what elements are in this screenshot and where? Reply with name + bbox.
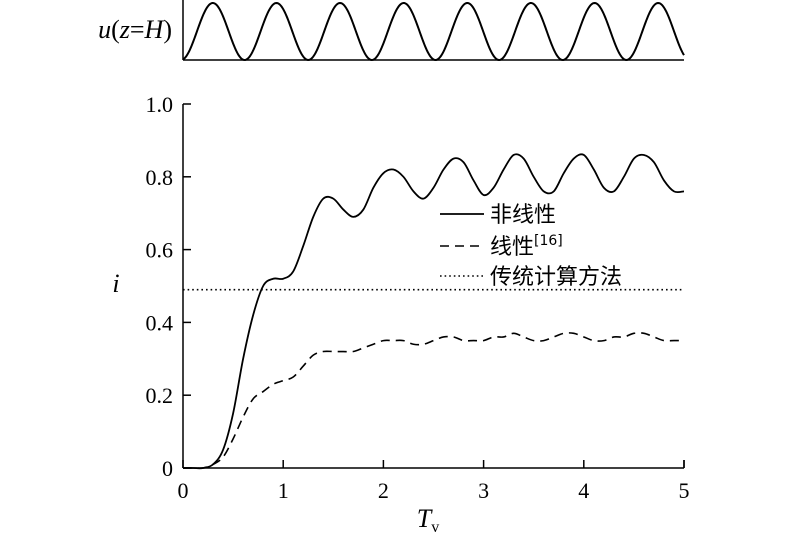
x-tick-label: 0 [178,478,189,503]
legend-label-nonlinear: 非线性 [490,203,556,228]
series-linear-line [183,332,684,470]
legend-label-linear-text: 线性 [490,235,534,260]
top-ylabel-text: u(z=H) [98,15,172,44]
legend-label-linear-ref: [16] [534,233,563,249]
top-ylabel-paren-close: ) [163,15,172,44]
y-tick-label: 0 [162,456,173,481]
y-tick-label: 0.8 [146,165,174,190]
legend-label-traditional: 传统计算方法 [490,265,622,290]
x-ticks: 0 1 2 3 4 5 [178,460,690,503]
top-panel: u(z=H) [98,0,685,62]
x-tick-label: 5 [679,478,690,503]
top-ylabel: u(z=H) [98,15,172,44]
x-tick-label: 3 [478,478,489,503]
main-ylabel: i [112,269,119,298]
y-tick-label: 0.6 [146,238,174,263]
top-ylabel-h: H [144,15,165,44]
top-ylabel-paren-open: ( [111,15,120,44]
y-tick-label: 0.4 [146,310,174,335]
x-tick-label: 2 [378,478,389,503]
top-ylabel-z: z [119,15,130,44]
x-tick-label: 1 [278,478,289,503]
x-tick-label: 4 [578,478,589,503]
main-xlabel-main: T [417,504,433,533]
y-tick-label: 0.2 [146,383,174,408]
y-tick-label: 1.0 [146,92,174,117]
y-ticks: 0 0.2 0.4 0.6 0.8 1.0 [146,92,191,481]
top-ylabel-eq: = [130,15,145,44]
legend: 非线性 线性[16] 传统计算方法 [440,203,622,290]
main-xlabel: Tv [417,504,439,536]
top-wave-line [182,1,685,62]
series-nonlinear-line [183,153,685,470]
legend-label-linear: 线性[16] [490,233,563,260]
top-ylabel-u: u [98,15,111,44]
main-xlabel-sub: v [431,519,439,536]
main-panel: 0 0.2 0.4 0.6 0.8 1.0 0 1 2 3 4 5 i Tv 非线性 线性[16] … [112,92,689,536]
